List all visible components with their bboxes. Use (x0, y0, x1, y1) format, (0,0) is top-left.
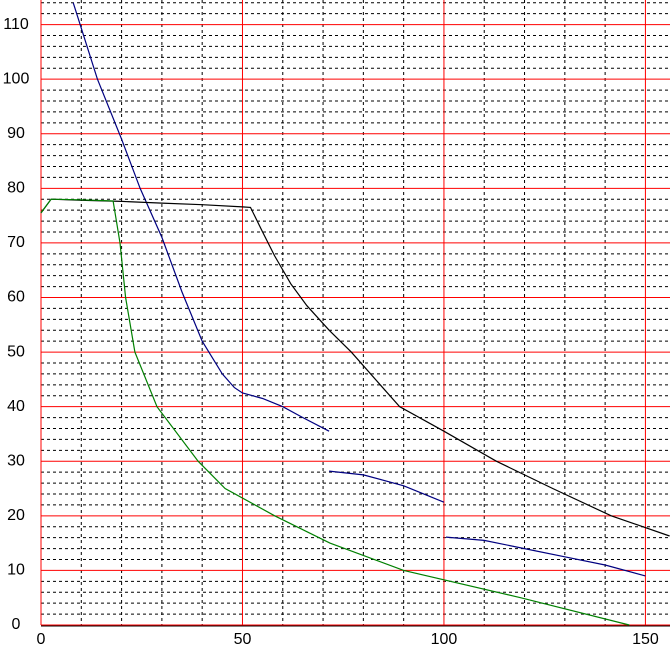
x-tick-label: 100 (431, 631, 458, 648)
y-tick-label: 110 (3, 16, 29, 33)
y-tick-label: 50 (7, 343, 25, 360)
y-tick-label: 90 (7, 125, 25, 142)
y-tick-label: 30 (7, 452, 25, 469)
y-tick-label: 70 (7, 234, 25, 251)
y-tick-label: 10 (7, 562, 25, 579)
x-tick-label: 0 (37, 631, 46, 648)
y-tick-label: 80 (7, 180, 25, 197)
x-tick-label: 50 (234, 631, 252, 648)
x-tick-label: 150 (632, 631, 659, 648)
series-line (40, 198, 670, 537)
y-tick-label: 0 (12, 616, 21, 633)
y-tick-label: 100 (3, 70, 30, 87)
series-line (40, 198, 630, 626)
y-tick-label: 40 (7, 398, 25, 415)
y-tick-label: 60 (7, 289, 25, 306)
y-tick-label: 20 (7, 507, 25, 524)
series-line (72, 2, 646, 577)
